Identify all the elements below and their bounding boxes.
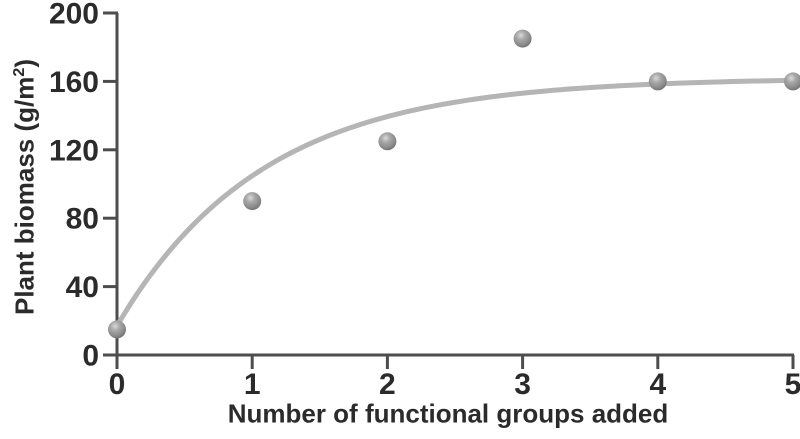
x-tick-label: 3 [514, 368, 531, 401]
x-tick-label: 1 [244, 368, 261, 401]
y-axis-title: Plant biomass (g/m2) [10, 59, 41, 315]
y-tick-label: 120 [49, 134, 99, 167]
y-axis-title-superscript: 2 [9, 67, 28, 77]
fitted-curve [114, 77, 796, 329]
y-tick-label: 0 [82, 340, 99, 373]
x-tick-label: 5 [785, 368, 800, 401]
x-tick-label: 0 [109, 368, 126, 401]
y-tick-label: 160 [49, 66, 99, 99]
data-point [648, 72, 667, 91]
x-tick-label: 2 [379, 368, 396, 401]
data-point [108, 320, 126, 339]
y-axis-title-close-paren: ) [9, 58, 40, 68]
data-point [513, 29, 532, 48]
y-tick-label: 80 [66, 203, 99, 236]
x-tick-label: 4 [649, 368, 666, 401]
data-point [378, 132, 397, 151]
data-point [784, 72, 800, 91]
y-axis-title-text: Plant biomass (g/m [9, 76, 40, 316]
y-tick-label: 200 [49, 0, 99, 31]
data-point [243, 192, 262, 211]
x-axis-title: Number of functional groups added [227, 398, 669, 429]
y-tick-label: 40 [66, 271, 99, 304]
